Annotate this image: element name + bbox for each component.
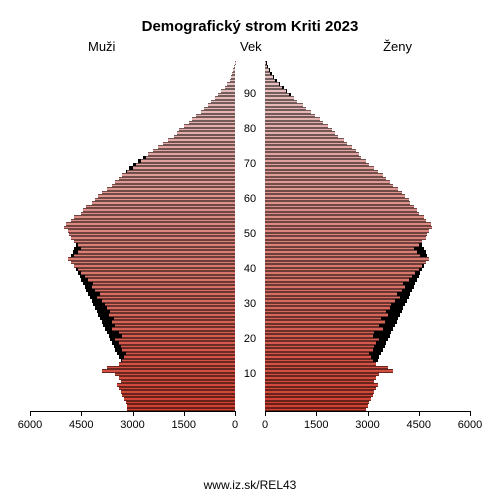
x-tick: 6000 xyxy=(18,419,42,431)
source-url: www.iz.sk/REL43 xyxy=(0,478,500,492)
label-females: Ženy xyxy=(383,39,412,54)
y-tick: 40 xyxy=(235,263,265,275)
x-axis-right: 01500300045006000 xyxy=(265,411,470,439)
label-age: Vek xyxy=(240,39,262,54)
x-tick: 4500 xyxy=(69,419,93,431)
pyramid-males xyxy=(30,61,235,411)
y-tick: 10 xyxy=(235,368,265,380)
chart-area: Muži Vek Ženy 10 20 30 40 50 60 70 80 90 0 1500 30… xyxy=(0,39,500,439)
y-tick: 80 xyxy=(235,123,265,135)
y-tick: 20 xyxy=(235,333,265,345)
x-tick: 4500 xyxy=(407,419,431,431)
y-tick: 30 xyxy=(235,298,265,310)
pyramid-females xyxy=(265,61,470,411)
y-tick: 90 xyxy=(235,88,265,100)
x-axis-left: 01500300045006000 xyxy=(30,411,235,439)
chart-title: Demografický strom Kriti 2023 xyxy=(0,0,500,35)
label-males: Muži xyxy=(88,39,115,54)
x-tick: 1500 xyxy=(172,419,196,431)
x-tick: 6000 xyxy=(458,419,482,431)
y-tick: 70 xyxy=(235,158,265,170)
x-tick: 3000 xyxy=(355,419,379,431)
x-tick: 3000 xyxy=(120,419,144,431)
y-axis: 10 20 30 40 50 60 70 80 90 xyxy=(235,61,265,411)
y-tick: 60 xyxy=(235,193,265,205)
x-tick: 1500 xyxy=(304,419,328,431)
y-tick: 50 xyxy=(235,228,265,240)
x-tick: 0 xyxy=(232,419,238,431)
x-tick: 0 xyxy=(262,419,268,431)
